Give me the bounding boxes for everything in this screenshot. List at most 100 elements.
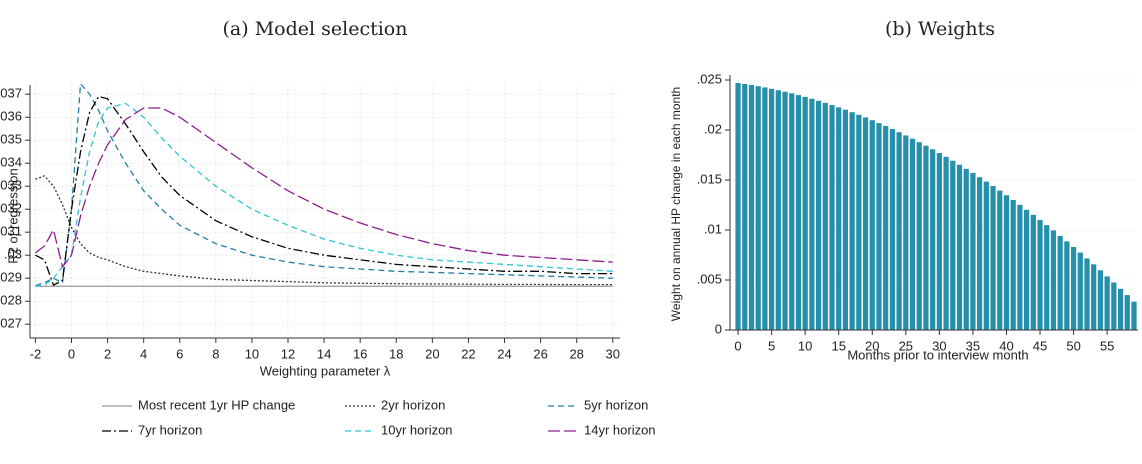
bar <box>1077 252 1083 330</box>
x-tick-label: 14 <box>317 346 331 361</box>
y-tick-label: .032 <box>0 201 22 216</box>
x-tick-label: -2 <box>30 346 42 361</box>
bar <box>802 96 808 331</box>
bar <box>856 114 862 330</box>
x-tick-label: 8 <box>212 346 219 361</box>
bar <box>930 149 936 330</box>
x-tick-label: 22 <box>461 346 475 361</box>
y-tick-label: .028 <box>0 293 22 308</box>
bar <box>1104 276 1110 330</box>
bar <box>883 126 889 330</box>
bar <box>869 120 875 330</box>
bar <box>1111 282 1117 330</box>
x-tick-label: 2 <box>104 346 111 361</box>
bar <box>768 88 775 330</box>
bar <box>896 132 902 330</box>
legend-label: 14yr horizon <box>584 422 656 437</box>
x-tick-label: 28 <box>569 346 583 361</box>
x-tick-label: 26 <box>533 346 547 361</box>
y-tick-label: .03 <box>4 247 22 262</box>
bar <box>1023 209 1030 330</box>
legend-label: 7yr horizon <box>138 422 202 437</box>
y-tick-label: .025 <box>697 71 722 86</box>
x-tick-label: 50 <box>1066 338 1080 353</box>
bar <box>997 190 1003 330</box>
bar <box>936 153 942 330</box>
bar <box>1010 200 1016 330</box>
bar <box>789 93 795 330</box>
bar <box>822 102 828 331</box>
y-tick-label: .035 <box>0 132 22 147</box>
bar <box>923 145 929 330</box>
bar <box>909 138 916 330</box>
line-series <box>35 107 613 269</box>
y-tick-label: .034 <box>0 155 22 170</box>
line-series <box>35 102 613 287</box>
line-series <box>35 175 613 286</box>
bar <box>990 186 996 330</box>
chart-title: (b) Weights <box>885 18 995 40</box>
y-tick-label: .01 <box>704 221 722 236</box>
bar <box>748 85 755 330</box>
bar <box>782 91 788 330</box>
bar <box>943 156 949 330</box>
bar <box>1131 301 1137 330</box>
bar <box>903 135 909 330</box>
x-tick-label: 24 <box>497 346 511 361</box>
y-axis-title: R2 of regression <box>5 168 20 263</box>
bar <box>1057 235 1063 330</box>
x-tick-label: 5 <box>768 338 775 353</box>
x-tick-label: 10 <box>245 346 259 361</box>
x-tick-label: 0 <box>68 346 75 361</box>
bar <box>809 98 815 330</box>
x-tick-label: 45 <box>1033 338 1047 353</box>
bar <box>1064 241 1070 330</box>
y-tick-label: .015 <box>697 171 722 186</box>
bar <box>1037 219 1043 330</box>
x-tick-label: 30 <box>606 346 620 361</box>
bar <box>1124 295 1130 330</box>
x-axis-title: Months prior to interview month <box>847 347 1028 362</box>
bar <box>970 172 976 330</box>
x-tick-label: 30 <box>932 338 946 353</box>
bar <box>1070 247 1077 330</box>
y-tick-label: 0 <box>715 321 722 336</box>
y-tick-label: .029 <box>0 270 22 285</box>
bar <box>735 83 741 330</box>
bar <box>775 90 781 330</box>
y-tick-label: .031 <box>0 224 22 239</box>
x-tick-label: 35 <box>966 338 980 353</box>
bar <box>963 168 969 330</box>
x-tick-label: 55 <box>1100 338 1114 353</box>
y-tick-label: .036 <box>0 109 22 124</box>
x-tick-label: 20 <box>425 346 439 361</box>
bar <box>762 87 768 331</box>
y-tick-label: .033 <box>0 178 22 193</box>
legend-label: 10yr horizon <box>381 422 453 437</box>
x-tick-label: 15 <box>831 338 845 353</box>
legend-label: 5yr horizon <box>584 397 648 412</box>
chart-title: (a) Model selection <box>223 18 408 40</box>
y-tick-label: .005 <box>697 271 722 286</box>
bar <box>755 86 761 330</box>
line-series <box>35 95 613 287</box>
bar <box>916 142 922 330</box>
bar <box>1117 288 1124 330</box>
bar <box>1084 258 1090 330</box>
x-axis-title: Weighting parameter λ <box>260 363 391 378</box>
x-tick-label: 12 <box>281 346 295 361</box>
bar <box>795 95 802 330</box>
bar <box>836 107 842 331</box>
bar <box>1044 225 1050 330</box>
x-tick-label: 18 <box>389 346 403 361</box>
y-tick-label: .027 <box>0 316 22 331</box>
bar <box>1097 270 1104 330</box>
bar <box>1003 195 1010 330</box>
bar <box>862 117 869 331</box>
bar <box>829 105 835 330</box>
x-tick-label: 20 <box>865 338 879 353</box>
line-series <box>35 82 613 287</box>
x-tick-label: 6 <box>176 346 183 361</box>
legend-label: Most recent 1yr HP change <box>138 397 295 412</box>
